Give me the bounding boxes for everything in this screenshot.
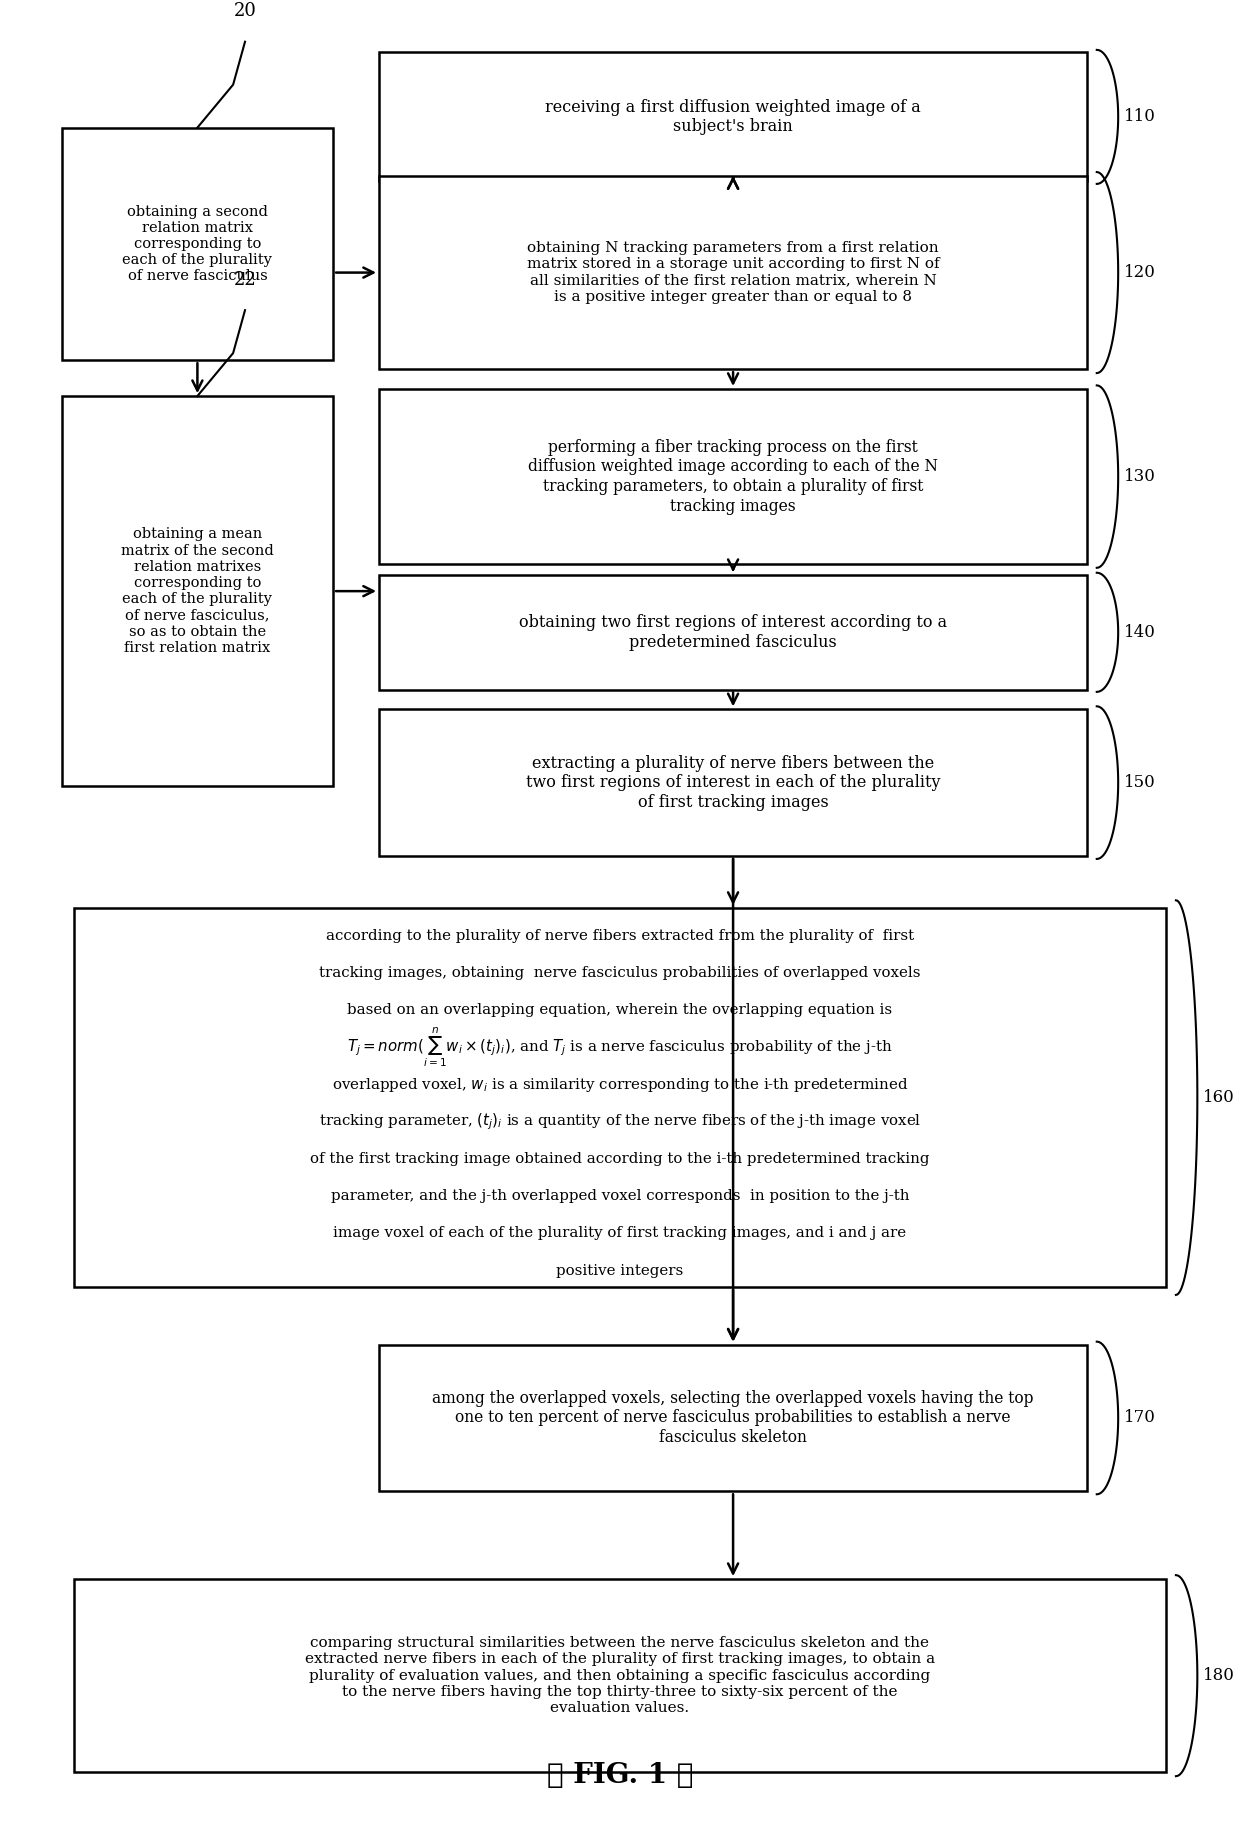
FancyBboxPatch shape — [379, 576, 1087, 690]
Text: 160: 160 — [1203, 1089, 1235, 1107]
FancyBboxPatch shape — [73, 908, 1167, 1288]
Text: obtaining a mean
matrix of the second
relation matrixes
corresponding to
each of: obtaining a mean matrix of the second re… — [122, 528, 274, 655]
Text: obtaining a second
relation matrix
corresponding to
each of the plurality
of ner: obtaining a second relation matrix corre… — [123, 205, 273, 284]
Text: 20: 20 — [233, 2, 257, 20]
FancyBboxPatch shape — [62, 127, 334, 360]
Text: extracting a plurality of nerve fibers between the
two first regions of interest: extracting a plurality of nerve fibers b… — [526, 755, 940, 810]
Text: 120: 120 — [1125, 264, 1156, 280]
FancyBboxPatch shape — [73, 1579, 1167, 1773]
Text: according to the plurality of nerve fibers extracted from the plurality of  firs: according to the plurality of nerve fibe… — [326, 928, 914, 943]
Text: parameter, and the j-th overlapped voxel corresponds  in position to the j-th: parameter, and the j-th overlapped voxel… — [331, 1190, 909, 1203]
Text: 170: 170 — [1125, 1410, 1156, 1426]
FancyBboxPatch shape — [379, 175, 1087, 369]
FancyBboxPatch shape — [379, 708, 1087, 856]
Text: 【 FIG. 1 】: 【 FIG. 1 】 — [547, 1762, 693, 1790]
FancyBboxPatch shape — [379, 389, 1087, 565]
Text: positive integers: positive integers — [557, 1264, 683, 1277]
Text: $T_j = \mathit{norm}(\sum_{i=1}^{n} w_i \times (t_j)_i)$, and $T_j$ is a nerve f: $T_j = \mathit{norm}(\sum_{i=1}^{n} w_i … — [347, 1026, 893, 1068]
Text: 180: 180 — [1203, 1668, 1235, 1684]
FancyBboxPatch shape — [379, 52, 1087, 181]
Text: receiving a first diffusion weighted image of a
subject's brain: receiving a first diffusion weighted ima… — [546, 98, 921, 135]
Text: performing a fiber tracking process on the first
diffusion weighted image accord: performing a fiber tracking process on t… — [528, 439, 939, 515]
Text: of the first tracking image obtained according to the i-th predetermined trackin: of the first tracking image obtained acc… — [310, 1151, 930, 1166]
Text: obtaining two first regions of interest according to a
predetermined fasciculus: obtaining two first regions of interest … — [520, 614, 947, 651]
Text: comparing structural similarities between the nerve fasciculus skeleton and the
: comparing structural similarities betwee… — [305, 1637, 935, 1716]
Text: among the overlapped voxels, selecting the overlapped voxels having the top
one : among the overlapped voxels, selecting t… — [433, 1389, 1034, 1446]
Text: tracking parameter, $(t_j)_i$ is a quantity of the nerve fibers of the j-th imag: tracking parameter, $(t_j)_i$ is a quant… — [319, 1111, 921, 1133]
Text: 22: 22 — [233, 271, 257, 288]
Text: 150: 150 — [1125, 775, 1156, 792]
Text: tracking images, obtaining  nerve fasciculus probabilities of overlapped voxels: tracking images, obtaining nerve fascicu… — [319, 967, 921, 980]
Text: 130: 130 — [1125, 469, 1156, 485]
FancyBboxPatch shape — [62, 397, 334, 786]
Text: 110: 110 — [1125, 109, 1156, 125]
Text: overlapped voxel, $w_i$ is a similarity corresponding to the i-th predetermined: overlapped voxel, $w_i$ is a similarity … — [332, 1076, 908, 1094]
Text: image voxel of each of the plurality of first tracking images, and i and j are: image voxel of each of the plurality of … — [334, 1227, 906, 1240]
Text: 140: 140 — [1125, 624, 1156, 640]
Text: obtaining N tracking parameters from a first relation
matrix stored in a storage: obtaining N tracking parameters from a f… — [527, 242, 940, 304]
Text: based on an overlapping equation, wherein the overlapping equation is: based on an overlapping equation, wherei… — [347, 1004, 893, 1017]
FancyBboxPatch shape — [379, 1345, 1087, 1491]
